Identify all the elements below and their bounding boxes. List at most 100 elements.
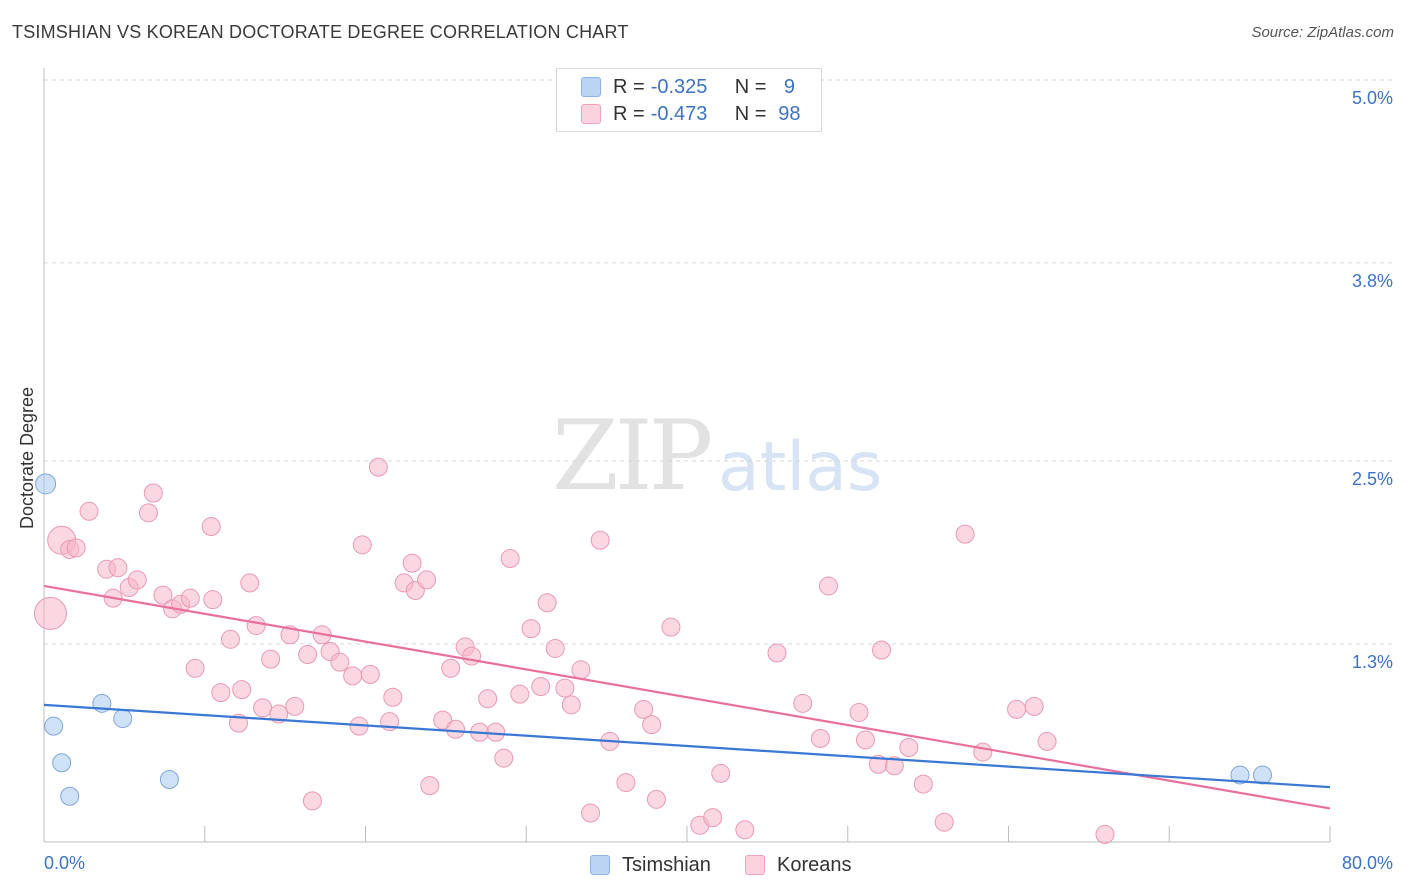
legend-n-label: N = [734,102,767,125]
korean-point [616,773,636,793]
korean-point [581,803,601,823]
y-tick-labels: 1.3% 2.5% 3.8% 5.0% [1352,88,1393,672]
korean-point [185,658,205,678]
korean-point [590,530,610,550]
korean-point [884,756,904,776]
legend-r-label: R = [613,102,645,125]
tsimshian-point [44,716,64,736]
legend-r-value: -0.473 [650,102,708,125]
bottom-legend-label: Koreans [777,853,852,876]
koreans-points [33,457,1115,844]
korean-point [352,535,372,555]
legend-r-label: R = [613,75,645,98]
korean-point [1024,696,1044,716]
korean-point [478,689,498,709]
watermark-zip: ZIP [552,400,713,512]
korean-point [1007,699,1027,719]
korean-point [849,702,869,722]
chart-title: TSIMSHIAN VS KOREAN DOCTORATE DEGREE COR… [12,22,629,42]
korean-point [253,698,273,718]
bottom-legend-label: Tsimshian [622,853,711,876]
korean-point [298,645,318,665]
x-tick-label: 0.0% [44,853,85,873]
korean-point [500,549,520,569]
korean-point [537,593,557,613]
x-tick-labels: 0.0% 80.0% [44,853,1393,873]
x-tick-label: 80.0% [1342,853,1393,873]
korean-point [561,695,581,715]
korean-point [240,573,260,593]
korean-point [153,585,173,605]
y-tick-label: 2.5% [1352,469,1393,489]
legend-row-koreans: R = -0.473 N = 98 [581,101,804,127]
korean-point [555,678,575,698]
korean-point [127,570,147,590]
korean-point [446,719,466,739]
korean-point [79,501,99,521]
korean-point [703,808,723,828]
korean-point [793,693,813,713]
korean-point [711,763,731,783]
korean-point [201,517,221,537]
korean-point [810,728,830,748]
korean-point [246,616,266,636]
y-axis-title: Doctorate Degree [17,387,37,529]
korean-point [818,576,838,596]
korean-point [531,677,551,697]
legend-swatch-koreans [581,104,601,124]
grid-lines [44,79,1392,645]
korean-point [661,617,681,637]
korean-point [330,652,350,672]
trend-lines [43,584,1331,810]
korean-point [433,710,453,730]
korean-point [220,629,240,649]
korean-point [261,649,281,669]
x-ticks [43,826,1331,842]
stats-legend: R = -0.325 N = 9 R = -0.473 N = 98 [556,68,822,132]
korean-point [360,664,380,684]
korean-point [494,748,514,768]
tsimshian-point [113,709,133,729]
bottom-legend-koreans: Koreans [745,852,852,878]
korean-point [510,684,530,704]
korean-point [232,680,252,700]
korean-point [646,789,666,809]
legend-n-value: 9 [783,75,795,98]
korean-point [211,683,231,703]
source-credit: Source: ZipAtlas.com [1251,24,1394,41]
korean-point [66,538,86,558]
y-tick-label: 5.0% [1352,88,1393,108]
korean-point [402,553,422,573]
korean-point [383,687,403,707]
korean-point [33,596,67,630]
korean-point [343,666,363,686]
korean-point [521,619,541,639]
korean-point [913,774,933,794]
korean-point [417,570,437,590]
tsimshian-trend-line [43,703,1331,789]
korean-point [368,457,388,477]
legend-r-value: -0.325 [650,75,708,98]
korean-point [899,738,919,758]
tsimshian-points [35,473,1272,806]
y-tick-label: 3.8% [1352,271,1393,291]
korean-point [973,742,993,762]
koreans-trend-line [43,584,1331,810]
bottom-swatch-tsimshian [590,855,610,875]
korean-point [642,715,662,735]
bottom-swatch-koreans [745,855,765,875]
korean-point [143,483,163,503]
tsimshian-point [35,473,57,495]
korean-point [872,640,892,660]
korean-point [302,791,322,811]
y-tick-label: 1.3% [1352,652,1393,672]
korean-point [934,812,954,832]
watermark-atlas: atlas [718,428,883,507]
korean-point [767,643,787,663]
korean-point [1095,824,1115,844]
korean-point [571,660,591,680]
korean-point [420,776,440,796]
bottom-legend-tsimshian: Tsimshian [590,852,711,878]
legend-n-label: N = [734,75,767,98]
